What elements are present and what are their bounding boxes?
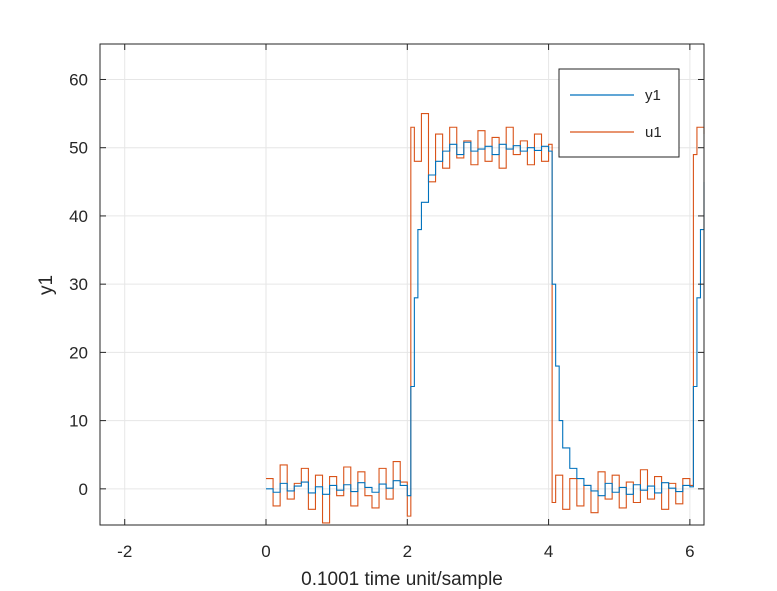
x-tick-label: 6 xyxy=(685,542,694,561)
legend: y1 u1 xyxy=(558,68,680,158)
grid xyxy=(100,44,704,525)
y-axis-label: y1 xyxy=(36,275,57,295)
axis-ticks xyxy=(100,44,704,525)
y-tick-label: 10 xyxy=(69,412,88,431)
legend-label-u1: u1 xyxy=(645,124,662,141)
y-tick-label: 40 xyxy=(69,207,88,226)
y-tick-label: 20 xyxy=(69,343,88,362)
series-y1 xyxy=(266,141,705,497)
x-tick-label: -2 xyxy=(117,542,132,561)
x-tick-label: 4 xyxy=(544,542,553,561)
legend-box xyxy=(558,68,680,158)
series-line-y1 xyxy=(266,141,705,497)
series-u1 xyxy=(266,113,705,524)
y-tick-label: 0 xyxy=(79,480,88,499)
y-tick-label: 30 xyxy=(69,275,88,294)
x-axis-label: 0.1001 time unit/sample xyxy=(301,569,503,590)
series-line-u1 xyxy=(266,113,705,524)
y-tick-label: 50 xyxy=(69,139,88,158)
legend-label-y1: y1 xyxy=(645,87,661,104)
x-tick-label: 0 xyxy=(261,542,270,561)
y-tick-label: 60 xyxy=(69,70,88,89)
x-tick-label: 2 xyxy=(403,542,412,561)
